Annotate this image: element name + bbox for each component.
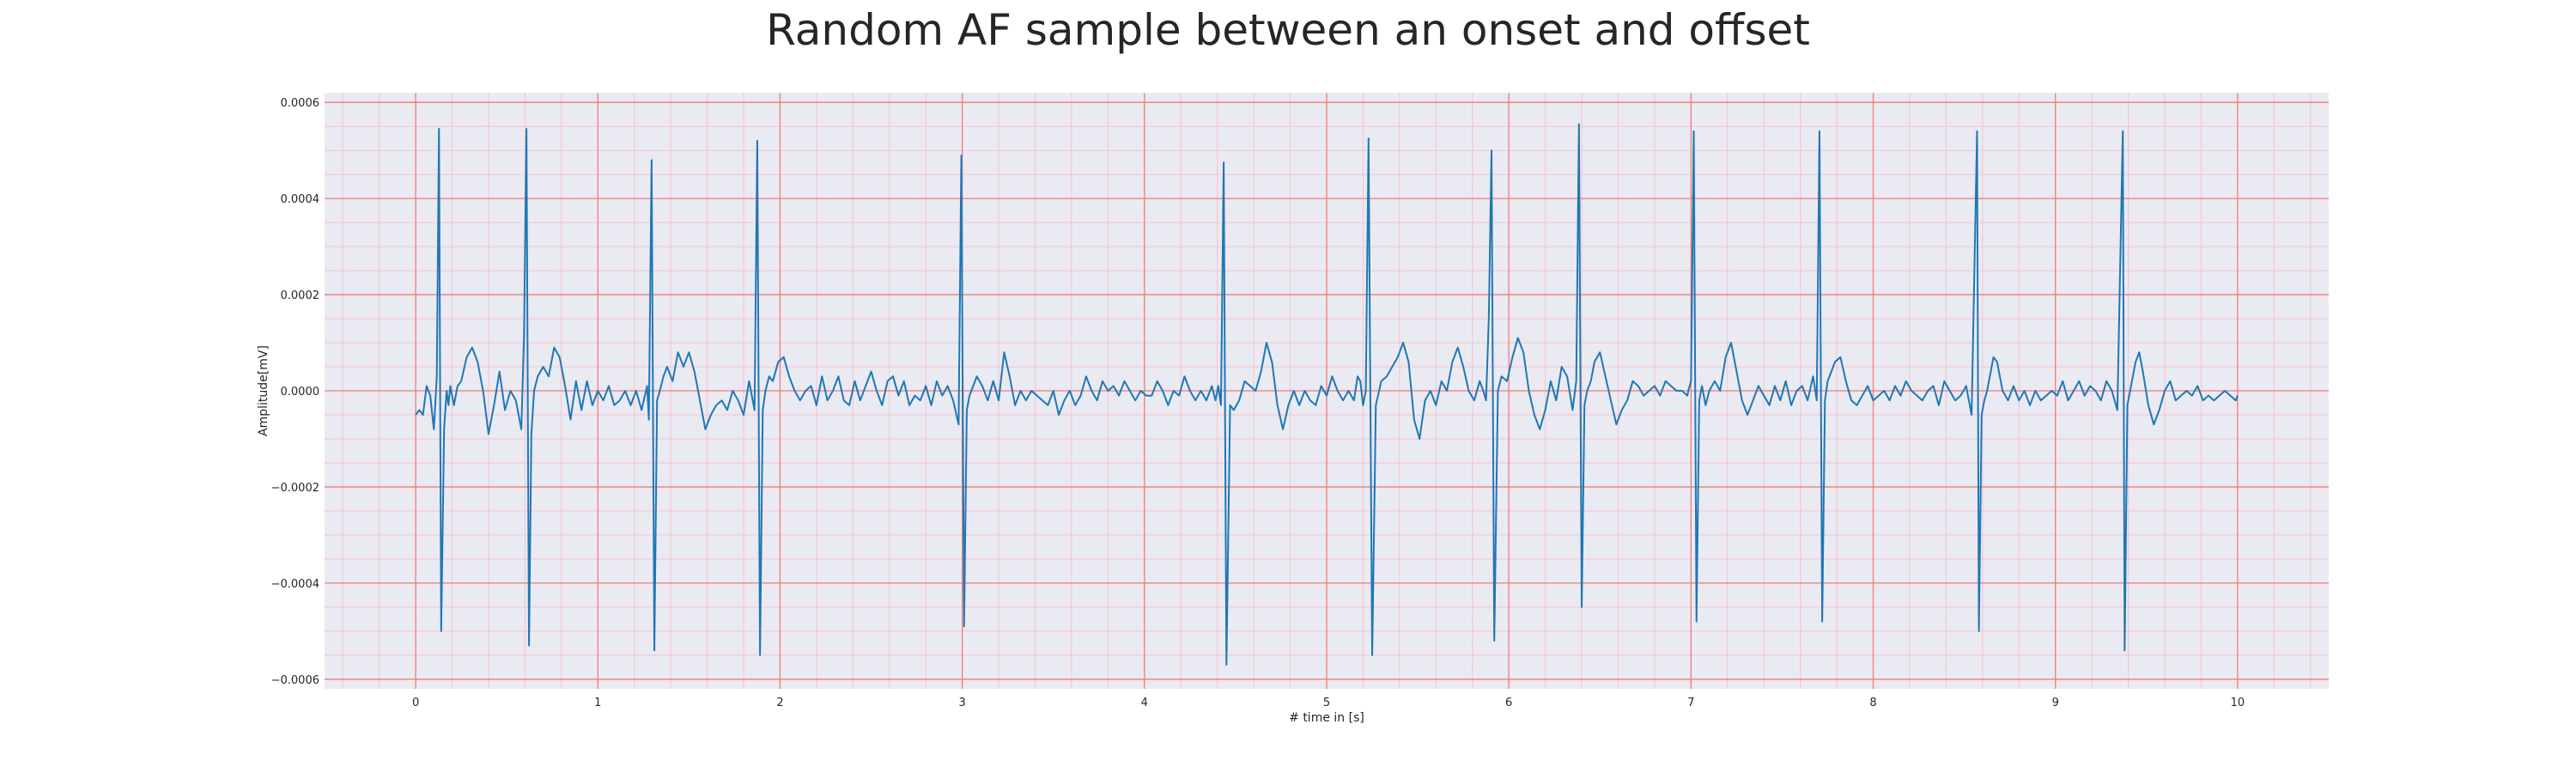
- plot-layer: [415, 123, 2239, 666]
- y-axis-label: Amplitude[mV]: [257, 345, 270, 436]
- y-tick-label: 0.0004: [281, 193, 320, 206]
- x-tick-labels: 0 1 2 3 4 5 6 7 8 9 10: [412, 697, 2245, 709]
- x-tick-label: 1: [594, 697, 601, 709]
- x-tick-label: 3: [958, 697, 965, 709]
- x-tick-label: 2: [776, 697, 783, 709]
- x-tick-label: 4: [1141, 697, 1148, 709]
- x-tick-label: 7: [1687, 697, 1694, 709]
- chart-title: Random AF sample between an onset and of…: [766, 5, 1810, 55]
- x-tick-label: 8: [1869, 697, 1876, 709]
- ecg-signal-line: [415, 123, 2239, 666]
- y-tick-label: −0.0004: [271, 578, 319, 591]
- y-tick-label: 0.0006: [281, 97, 320, 110]
- x-tick-label: 0: [412, 697, 419, 709]
- x-tick-label: 5: [1323, 697, 1330, 709]
- x-axis-label: # time in [s]: [1289, 711, 1364, 725]
- y-tick-label: 0.0002: [281, 289, 320, 302]
- y-tick-label: −0.0002: [271, 482, 319, 495]
- grid-layer: [325, 93, 2329, 689]
- y-tick-label: −0.0006: [271, 674, 319, 687]
- y-tick-label: 0.0000: [281, 386, 320, 399]
- x-tick-label: 9: [2052, 697, 2059, 709]
- x-tick-label: 6: [1505, 697, 1512, 709]
- y-tick-labels: −0.0006 −0.0004 −0.0002 0.0000 0.0002 0.0004 0…: [271, 97, 319, 687]
- x-tick-label: 10: [2231, 697, 2245, 709]
